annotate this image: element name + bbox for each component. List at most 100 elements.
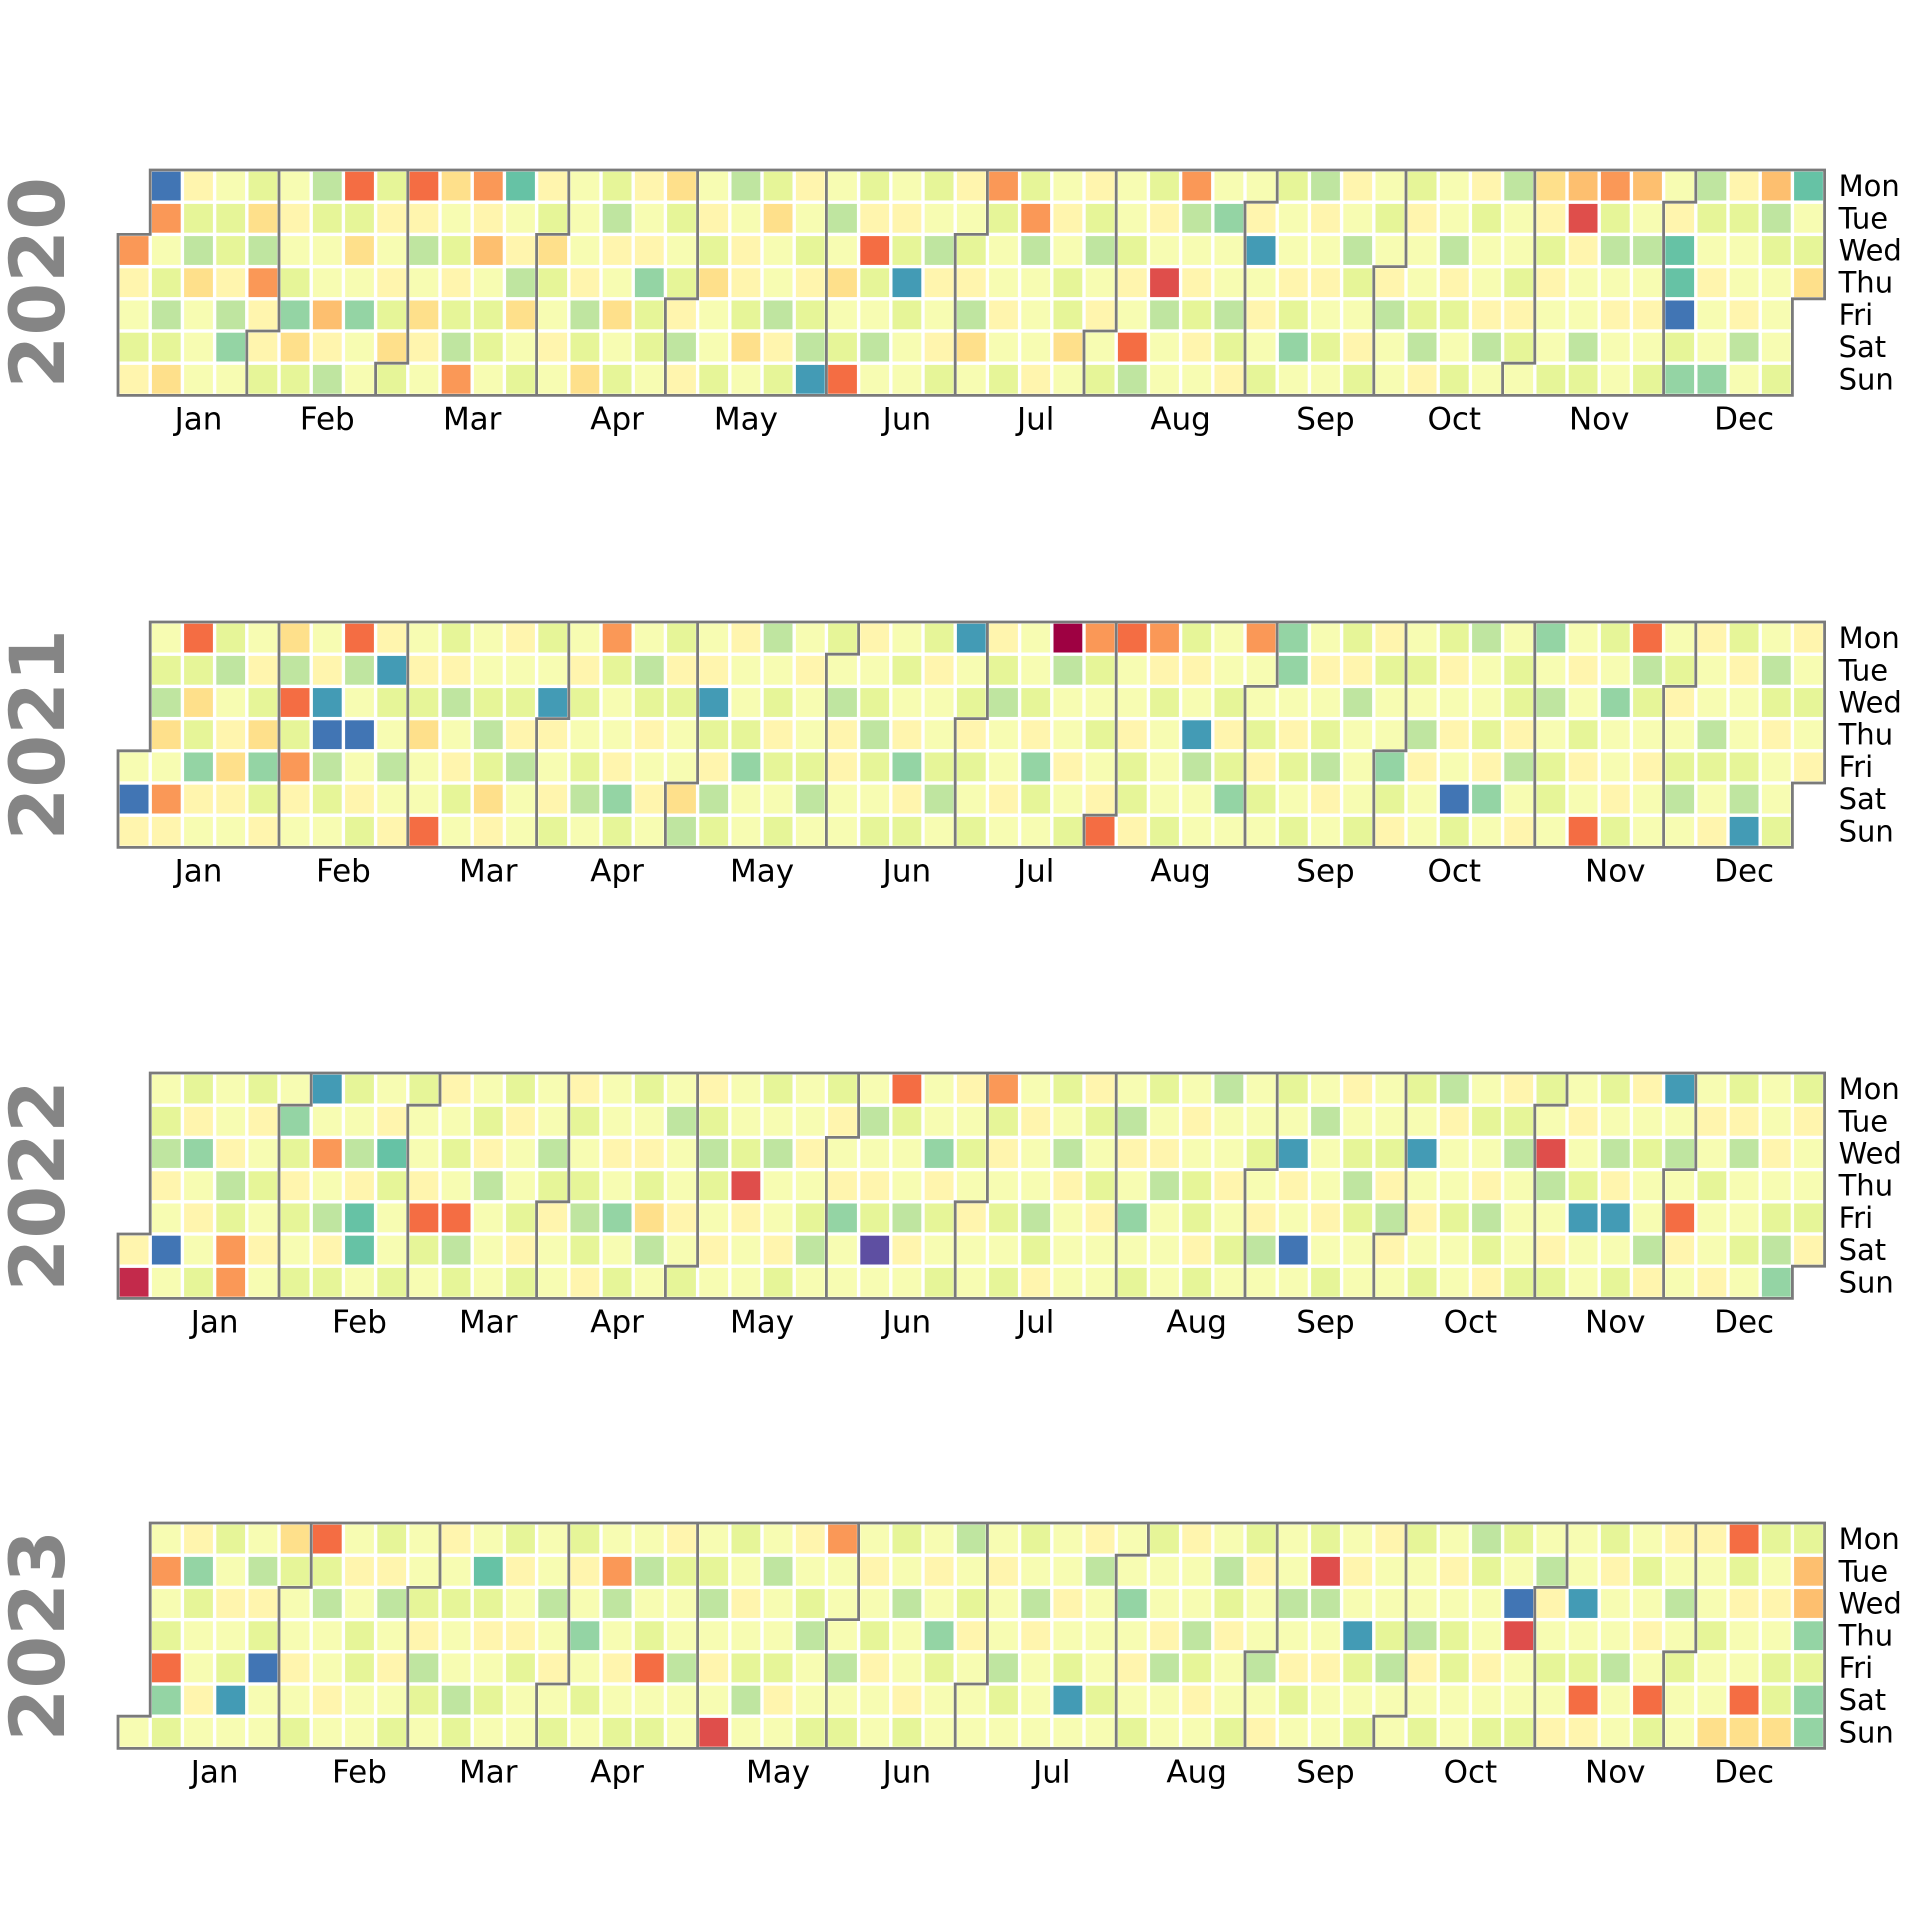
day-cell xyxy=(1729,623,1759,653)
day-cell xyxy=(860,332,890,362)
day-cell xyxy=(924,1267,954,1297)
day-cell xyxy=(956,752,986,782)
day-cell xyxy=(1536,1556,1566,1586)
day-cell xyxy=(763,203,793,233)
day-cell xyxy=(892,752,922,782)
day-cell xyxy=(473,171,503,201)
day-cell xyxy=(1278,300,1308,330)
day-cell xyxy=(441,203,471,233)
day-cell xyxy=(1729,1074,1759,1104)
day-cell xyxy=(1697,203,1727,233)
day-cell xyxy=(1697,268,1727,298)
day-cell xyxy=(1117,720,1147,750)
day-cell xyxy=(1536,752,1566,782)
month-label: Nov xyxy=(1585,853,1646,889)
day-cell xyxy=(1278,752,1308,782)
day-cell xyxy=(409,171,439,201)
day-cell xyxy=(924,784,954,814)
day-cell xyxy=(1117,1106,1147,1136)
day-cell xyxy=(1633,300,1662,330)
day-cell xyxy=(570,300,600,330)
day-cell xyxy=(1053,1267,1083,1297)
day-cell xyxy=(377,1139,407,1168)
day-cell xyxy=(1665,688,1695,717)
day-cell xyxy=(216,171,246,201)
day-cell xyxy=(570,236,600,265)
day-cell xyxy=(1600,688,1630,717)
day-cell xyxy=(1182,1621,1212,1651)
day-cell xyxy=(924,1139,954,1168)
day-cell xyxy=(731,784,761,814)
day-cell xyxy=(795,203,825,233)
day-cell xyxy=(1794,268,1823,298)
day-cell xyxy=(409,300,439,330)
day-cell xyxy=(699,752,729,782)
day-cell xyxy=(1536,1653,1566,1683)
day-cell xyxy=(634,1139,664,1168)
day-cell xyxy=(312,268,342,298)
day-cell xyxy=(1214,1106,1244,1136)
day-cell xyxy=(1375,203,1405,233)
day-cell xyxy=(119,236,149,265)
day-cell xyxy=(699,364,729,394)
day-cell xyxy=(1665,623,1695,653)
month-label: Mar xyxy=(459,853,518,889)
day-cell xyxy=(1117,203,1147,233)
day-cell xyxy=(1407,752,1437,782)
day-cell xyxy=(1633,1171,1662,1201)
day-cell xyxy=(409,752,439,782)
day-cell xyxy=(1536,1171,1566,1201)
day-cell xyxy=(409,1139,439,1168)
day-cell xyxy=(506,1589,535,1618)
day-cell xyxy=(731,236,761,265)
day-cell xyxy=(473,1621,503,1651)
day-cell xyxy=(1182,784,1212,814)
day-cell xyxy=(989,655,1018,685)
day-cell xyxy=(956,1235,986,1265)
month-label: Mar xyxy=(459,1304,518,1340)
day-cell xyxy=(602,1203,632,1233)
day-cell xyxy=(280,236,310,265)
day-cell xyxy=(345,1589,374,1618)
day-cell xyxy=(1729,1267,1759,1297)
day-cell xyxy=(506,364,535,394)
day-cell xyxy=(1117,332,1147,362)
day-cell xyxy=(1794,171,1823,201)
day-cell xyxy=(312,1621,342,1651)
day-cell xyxy=(280,1235,310,1265)
day-cell xyxy=(1182,1556,1212,1586)
day-cell xyxy=(699,236,729,265)
day-cell xyxy=(1600,816,1630,846)
day-cell xyxy=(699,1139,729,1168)
day-cell xyxy=(184,816,213,846)
day-cell xyxy=(248,1267,278,1297)
day-cell xyxy=(956,1267,986,1297)
day-cell xyxy=(924,268,954,298)
day-cell xyxy=(1214,364,1244,394)
day-cell xyxy=(1729,1139,1759,1168)
day-cell xyxy=(892,1074,922,1104)
day-cell xyxy=(602,364,632,394)
day-cell xyxy=(634,1653,664,1683)
day-cell xyxy=(1729,203,1759,233)
month-label: May xyxy=(730,853,794,889)
day-cell xyxy=(1117,236,1147,265)
day-cell xyxy=(377,364,407,394)
day-cell xyxy=(1407,1171,1437,1201)
day-cell xyxy=(1021,1235,1051,1265)
day-cell xyxy=(1504,688,1534,717)
day-cell xyxy=(1504,364,1534,394)
day-cell xyxy=(956,1524,986,1554)
day-cell xyxy=(924,623,954,653)
day-cell xyxy=(699,1621,729,1651)
day-cell xyxy=(731,1653,761,1683)
day-cell xyxy=(1407,268,1437,298)
day-cell xyxy=(892,332,922,362)
day-cells xyxy=(119,1524,1823,1747)
day-cell xyxy=(1021,1717,1051,1747)
day-cell xyxy=(1150,1621,1179,1651)
day-cell xyxy=(731,655,761,685)
day-cell xyxy=(312,332,342,362)
day-cell xyxy=(731,332,761,362)
day-cell xyxy=(1246,688,1276,717)
